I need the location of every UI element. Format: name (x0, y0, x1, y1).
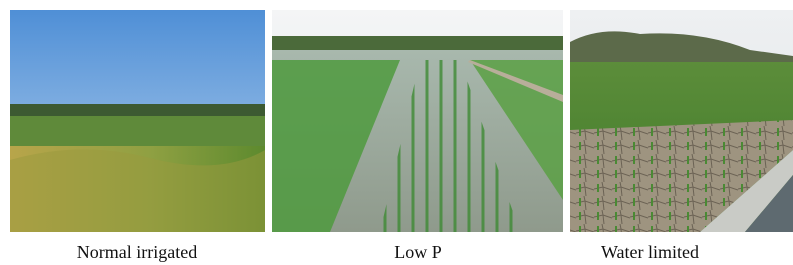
photo-low-p (272, 10, 563, 232)
caption: Low P (394, 242, 442, 262)
photo-normal-irrigated (10, 10, 265, 232)
photo-water-limited (570, 10, 793, 232)
figure: Normal irrigated Low P Water limited (0, 0, 793, 265)
caption: Water limited (601, 242, 699, 262)
caption: Normal irrigated (77, 242, 197, 262)
